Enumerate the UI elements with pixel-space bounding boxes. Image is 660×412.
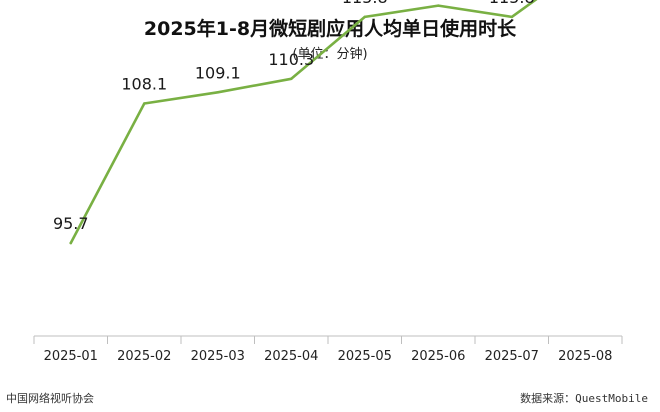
data-point: [216, 90, 220, 94]
data-label: 115.8: [342, 0, 388, 7]
data-point: [436, 4, 440, 7]
data-label: 108.1: [121, 75, 167, 94]
x-tick-label: 2025-08: [558, 349, 612, 364]
data-label: 95.7: [53, 214, 89, 233]
chart-subtitle: (单位：分钟): [292, 47, 368, 62]
data-label: 109.1: [195, 63, 241, 82]
data-point: [363, 15, 367, 19]
x-tick-label: 2025-02: [117, 349, 171, 364]
footer-data-source: 数据来源：QuestMobile: [520, 392, 648, 405]
chart-title: 2025年1-8月微短剧应用人均单日使用时长: [143, 18, 517, 40]
data-point: [289, 77, 293, 81]
x-tick-label: 2025-07: [485, 349, 539, 364]
x-tick-label: 2025-04: [264, 349, 318, 364]
data-label: 115.8: [489, 0, 535, 7]
footer-organization: 中国网络视听协会: [6, 392, 94, 405]
x-tick-label: 2025-05: [338, 349, 392, 364]
x-tick-label: 2025-01: [44, 349, 98, 364]
series-line: [69, 0, 538, 245]
x-tick-label: 2025-06: [411, 349, 465, 364]
data-label: 110.3: [268, 50, 314, 69]
x-tick-label: 2025-03: [191, 349, 245, 364]
data-point: [142, 102, 146, 105]
data-point: [510, 15, 514, 19]
data-point: [69, 241, 73, 245]
